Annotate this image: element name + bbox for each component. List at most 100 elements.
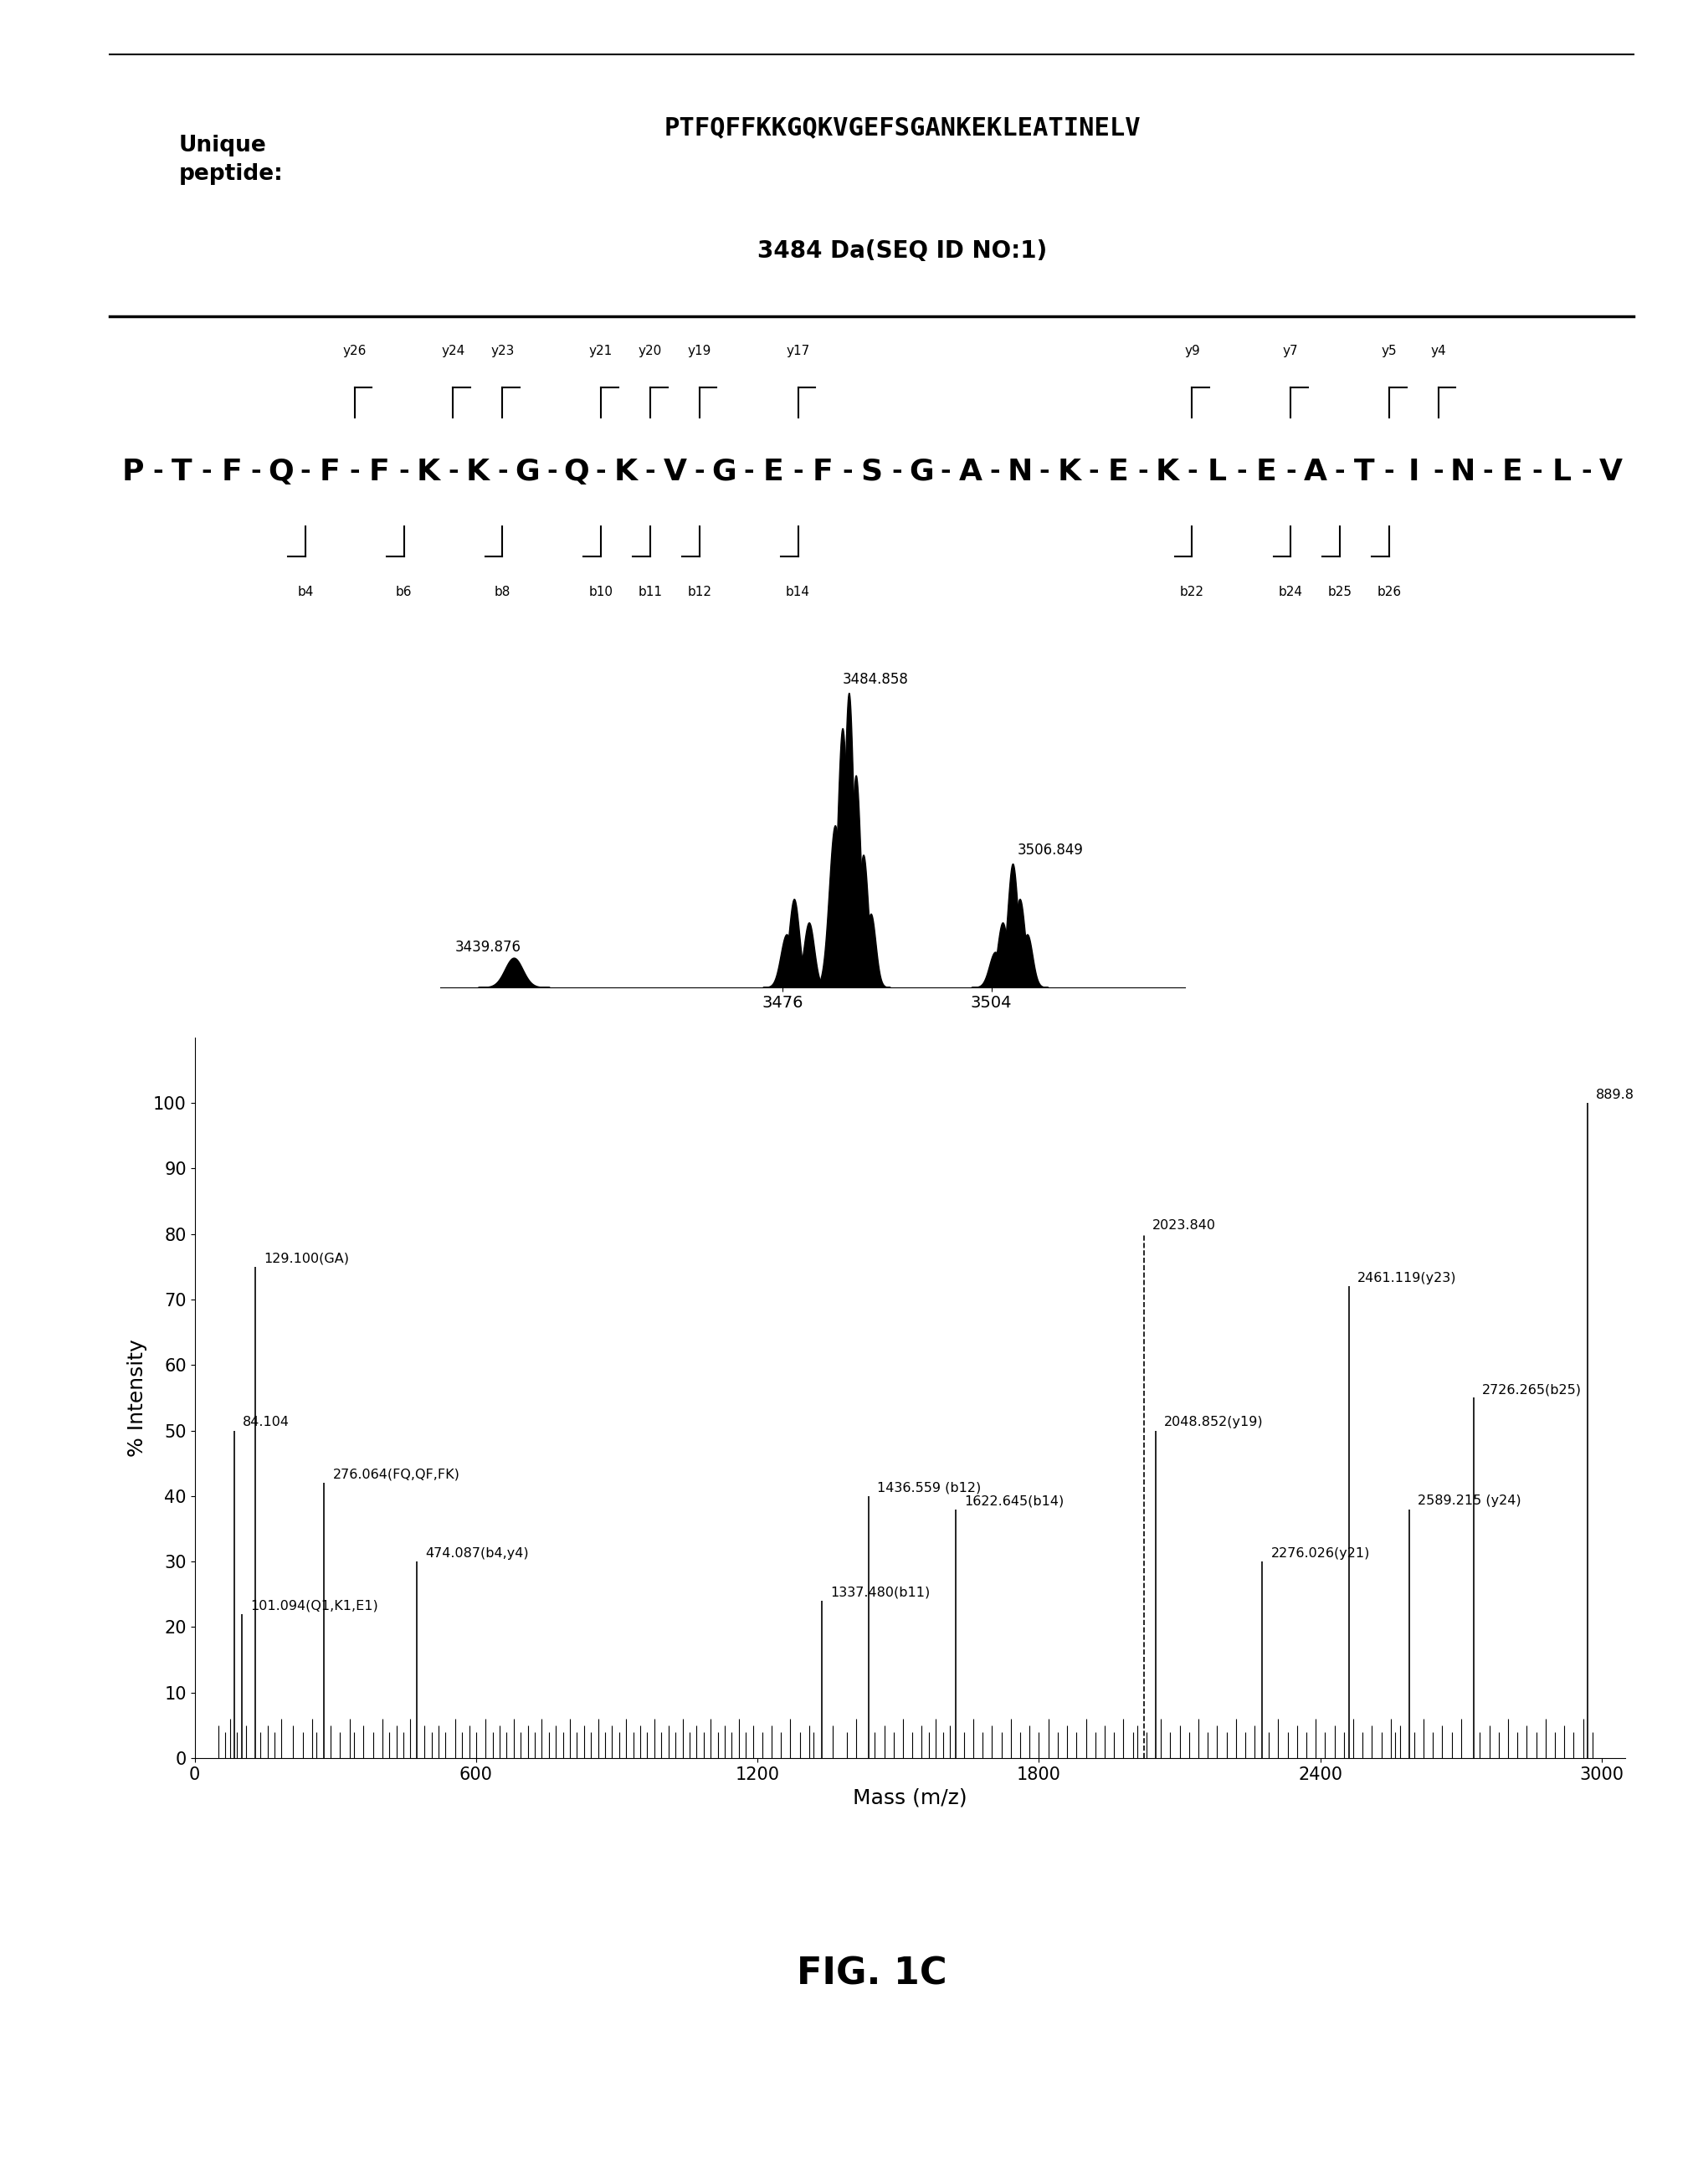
Text: -: -	[498, 459, 508, 485]
Text: 1337.480(b11): 1337.480(b11)	[831, 1586, 929, 1599]
Text: b8: b8	[494, 585, 511, 598]
Text: 2589.215 (y24): 2589.215 (y24)	[1417, 1494, 1520, 1507]
Text: -: -	[251, 459, 261, 485]
Text: 1622.645(b14): 1622.645(b14)	[965, 1494, 1063, 1507]
Text: -: -	[1089, 459, 1099, 485]
Text: 129.100(GA): 129.100(GA)	[264, 1251, 349, 1265]
Text: b26: b26	[1376, 585, 1402, 598]
Text: 276.064(FQ,QF,FK): 276.064(FQ,QF,FK)	[332, 1468, 460, 1481]
Text: y5: y5	[1381, 345, 1397, 358]
Text: b6: b6	[396, 585, 411, 598]
Text: -: -	[1334, 459, 1346, 485]
Text: K: K	[615, 456, 637, 487]
Text: E: E	[1502, 456, 1522, 487]
Text: b4: b4	[298, 585, 313, 598]
Text: -: -	[201, 459, 212, 485]
Text: -: -	[596, 459, 606, 485]
Text: K: K	[1056, 456, 1080, 487]
Text: -: -	[1434, 459, 1444, 485]
Text: y17: y17	[786, 345, 809, 358]
Text: -: -	[152, 459, 163, 485]
Text: G: G	[711, 456, 736, 487]
Text: N: N	[1007, 456, 1033, 487]
Text: P: P	[122, 456, 144, 487]
Text: -: -	[891, 459, 902, 485]
Text: y26: y26	[342, 345, 366, 358]
Text: 84.104: 84.104	[242, 1415, 290, 1428]
Text: -: -	[1581, 459, 1591, 485]
Text: -: -	[1040, 459, 1050, 485]
Text: F: F	[369, 456, 389, 487]
Text: y4: y4	[1431, 345, 1446, 358]
Text: L: L	[1207, 456, 1226, 487]
Text: -: -	[547, 459, 557, 485]
Text: -: -	[449, 459, 459, 485]
Text: 2048.852(y19): 2048.852(y19)	[1165, 1415, 1263, 1428]
Text: 2023.840: 2023.840	[1153, 1219, 1216, 1232]
Text: Unique
peptide:: Unique peptide:	[178, 135, 283, 183]
Text: -: -	[1483, 459, 1493, 485]
Text: -: -	[990, 459, 1001, 485]
Text: Q: Q	[564, 456, 589, 487]
Text: y7: y7	[1283, 345, 1299, 358]
Text: b24: b24	[1278, 585, 1304, 598]
Text: -: -	[1187, 459, 1197, 485]
Text: y21: y21	[589, 345, 613, 358]
Text: N: N	[1451, 456, 1476, 487]
Text: 101.094(Q1,K1,E1): 101.094(Q1,K1,E1)	[251, 1599, 379, 1612]
Text: 2276.026(y21): 2276.026(y21)	[1271, 1546, 1370, 1559]
Text: I: I	[1409, 456, 1419, 487]
Text: -: -	[1236, 459, 1246, 485]
Text: G: G	[909, 456, 933, 487]
Text: -: -	[743, 459, 753, 485]
Text: b25: b25	[1327, 585, 1353, 598]
Text: -: -	[841, 459, 853, 485]
Text: y23: y23	[491, 345, 515, 358]
Text: T: T	[173, 456, 193, 487]
Text: b22: b22	[1180, 585, 1204, 598]
Text: -: -	[1383, 459, 1395, 485]
Text: E: E	[1256, 456, 1277, 487]
Text: PTFQFFKKGQKVGEFSGANKEKLEATINELV: PTFQFFKKGQKVGEFSGANKEKLEATINELV	[664, 116, 1141, 140]
Y-axis label: % Intensity: % Intensity	[127, 1339, 147, 1457]
Text: G: G	[515, 456, 540, 487]
Text: -: -	[398, 459, 410, 485]
Text: 1436.559 (b12): 1436.559 (b12)	[877, 1481, 980, 1494]
Text: K: K	[466, 456, 489, 487]
Text: 3484 Da(SEQ ID NO:1): 3484 Da(SEQ ID NO:1)	[757, 240, 1048, 262]
Text: b14: b14	[786, 585, 811, 598]
Text: FIG. 1C: FIG. 1C	[797, 1957, 946, 1992]
Text: y20: y20	[638, 345, 662, 358]
Text: -: -	[941, 459, 951, 485]
Text: V: V	[664, 456, 687, 487]
X-axis label: Mass (m/z): Mass (m/z)	[853, 1789, 967, 1808]
Text: -: -	[792, 459, 802, 485]
Text: -: -	[300, 459, 310, 485]
Text: F: F	[222, 456, 242, 487]
Text: A: A	[1304, 456, 1327, 487]
Text: b11: b11	[638, 585, 662, 598]
Text: b12: b12	[687, 585, 711, 598]
Text: Q: Q	[267, 456, 293, 487]
Text: F: F	[813, 456, 833, 487]
Text: -: -	[1285, 459, 1295, 485]
Text: 889.8: 889.8	[1596, 1088, 1635, 1101]
Text: V: V	[1600, 456, 1622, 487]
Text: E: E	[764, 456, 784, 487]
Text: y19: y19	[687, 345, 711, 358]
Text: -: -	[349, 459, 361, 485]
Text: 2461.119(y23): 2461.119(y23)	[1358, 1271, 1456, 1284]
Text: -: -	[694, 459, 704, 485]
Text: 2726.265(b25): 2726.265(b25)	[1481, 1382, 1581, 1396]
Text: L: L	[1552, 456, 1571, 487]
Text: -: -	[645, 459, 655, 485]
Text: y24: y24	[442, 345, 466, 358]
Text: K: K	[416, 456, 440, 487]
Text: E: E	[1107, 456, 1129, 487]
Text: K: K	[1156, 456, 1180, 487]
Text: 3506.849: 3506.849	[1017, 843, 1084, 858]
Text: b10: b10	[589, 585, 613, 598]
Text: 474.087(b4,y4): 474.087(b4,y4)	[425, 1546, 528, 1559]
Text: T: T	[1354, 456, 1375, 487]
Text: -: -	[1138, 459, 1148, 485]
